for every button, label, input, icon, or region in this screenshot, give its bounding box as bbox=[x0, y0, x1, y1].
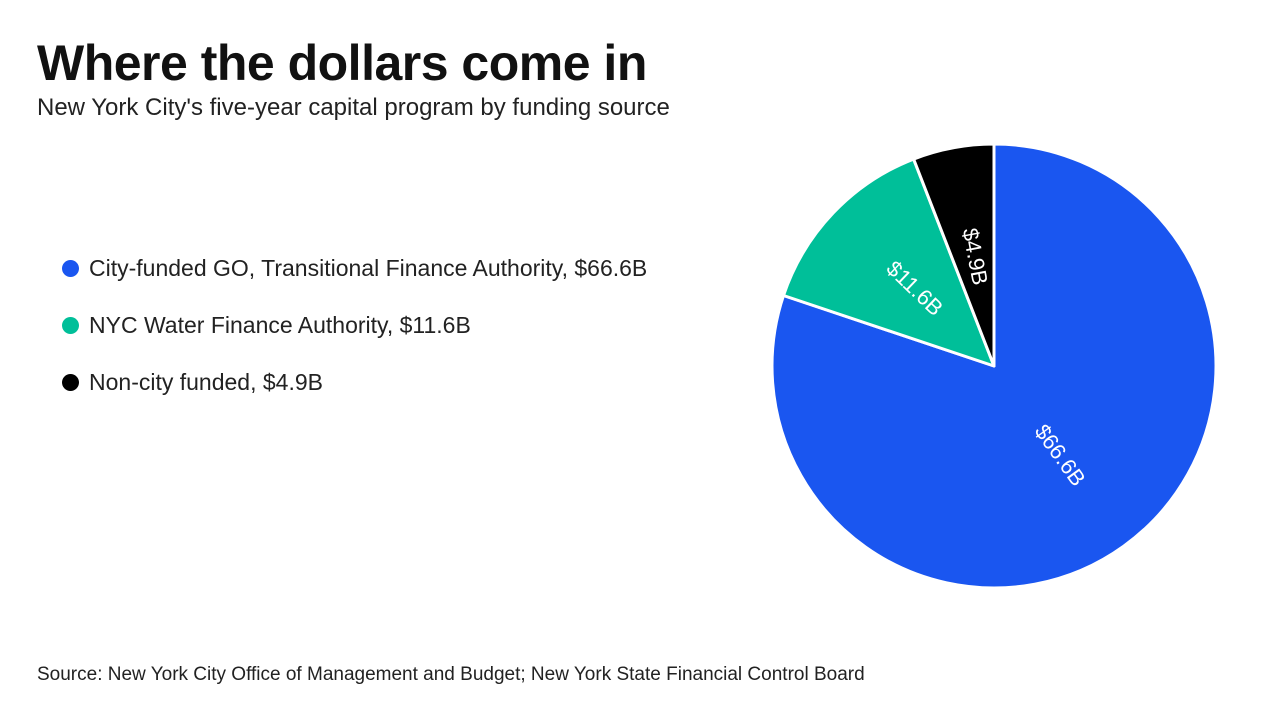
legend-swatch bbox=[62, 260, 79, 277]
legend: City-funded GO, Transitional Finance Aut… bbox=[62, 240, 647, 411]
legend-label: NYC Water Finance Authority, $11.6B bbox=[89, 312, 471, 338]
pie-slice bbox=[781, 157, 996, 368]
legend-label: Non-city funded, $4.9B bbox=[89, 369, 323, 395]
legend-swatch bbox=[62, 317, 79, 334]
chart-title: Where the dollars come in bbox=[37, 35, 647, 91]
legend-item-non-city: Non-city funded, $4.9B bbox=[62, 354, 647, 411]
legend-swatch bbox=[62, 374, 79, 391]
pie-slice bbox=[770, 142, 1218, 590]
legend-item-water-authority: NYC Water Finance Authority, $11.6B bbox=[62, 297, 647, 354]
legend-item-city-funded: City-funded GO, Transitional Finance Aut… bbox=[62, 240, 647, 297]
legend-label: City-funded GO, Transitional Finance Aut… bbox=[89, 255, 648, 281]
pie-slice bbox=[912, 142, 996, 368]
source-note: Source: New York City Office of Manageme… bbox=[37, 664, 865, 685]
chart-subtitle: New York City's five-year capital progra… bbox=[37, 94, 670, 121]
